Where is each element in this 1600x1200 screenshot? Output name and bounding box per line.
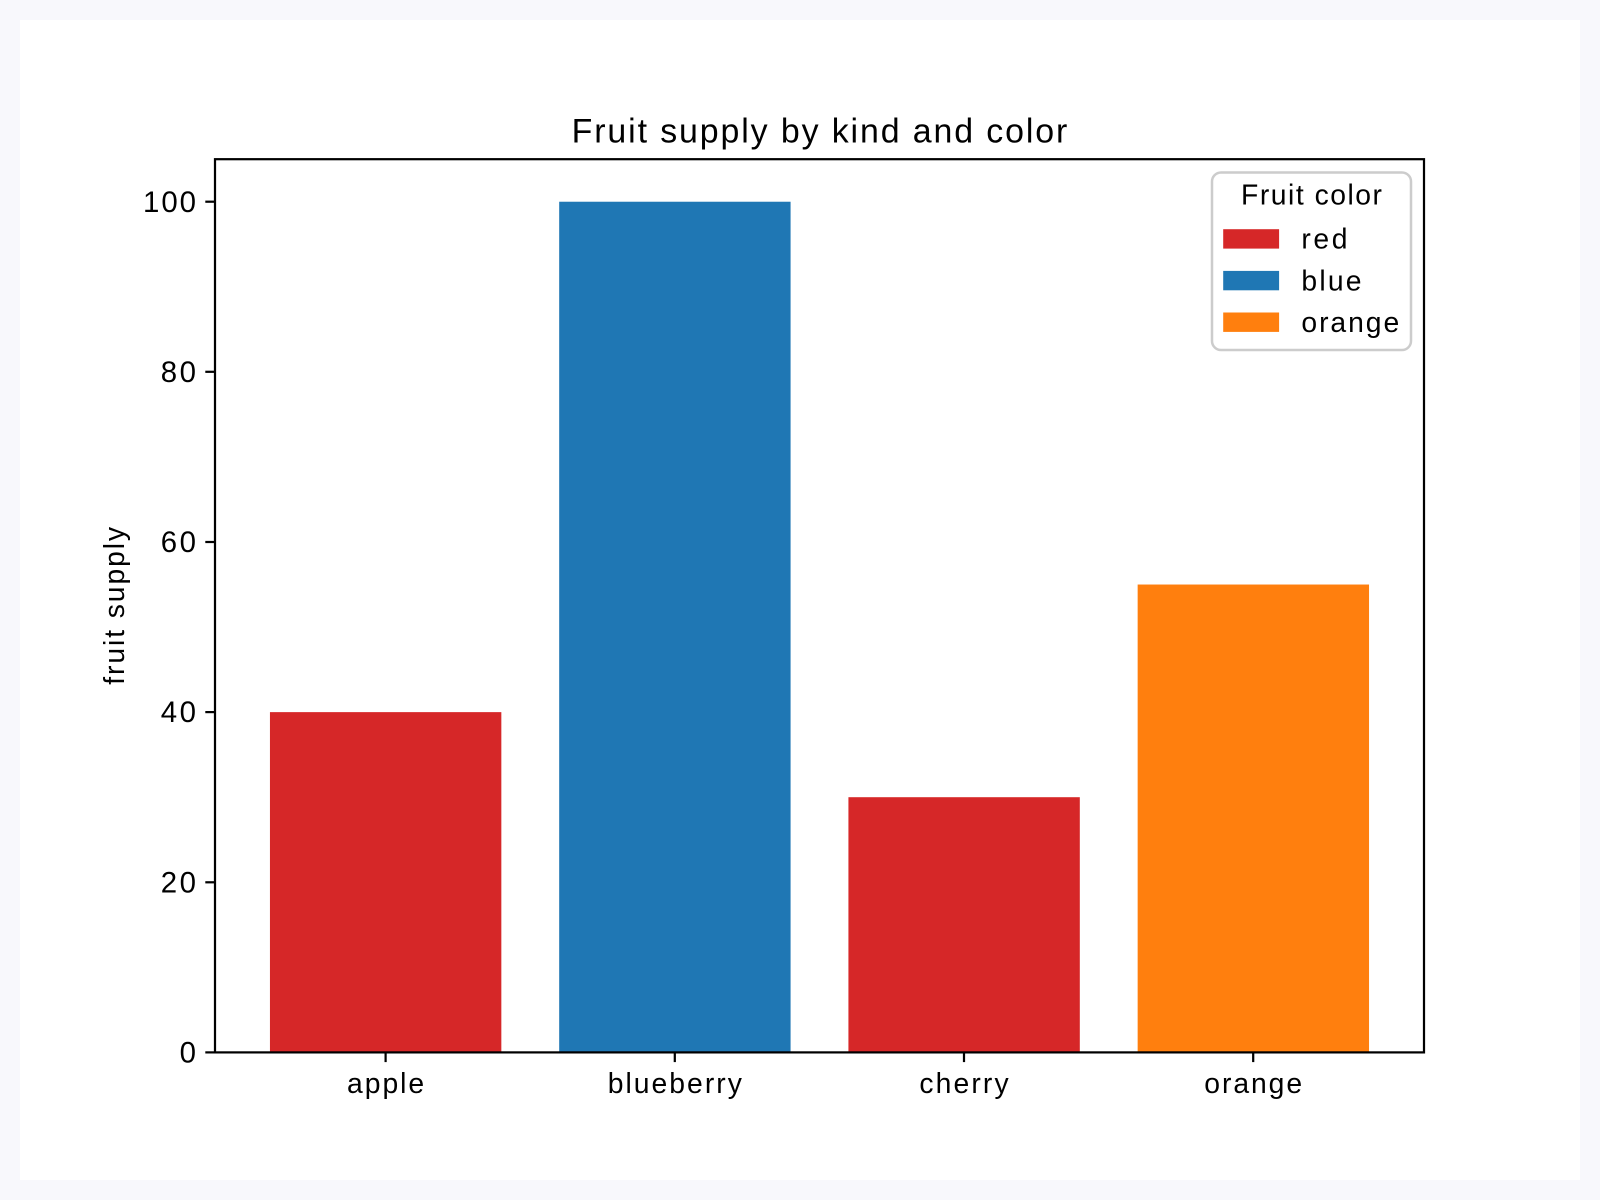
svg-text:red: red (1301, 223, 1347, 255)
svg-text:orange: orange (1204, 1067, 1302, 1099)
svg-text:Fruit color: Fruit color (1241, 179, 1382, 211)
svg-text:cherry: cherry (919, 1067, 1009, 1099)
svg-text:Fruit supply by kind and color: Fruit supply by kind and color (572, 113, 1068, 151)
svg-text:blueberry: blueberry (608, 1067, 743, 1099)
svg-text:blue: blue (1301, 264, 1361, 296)
svg-text:0: 0 (180, 1037, 196, 1070)
svg-text:fruit supply: fruit supply (98, 526, 130, 685)
svg-text:orange: orange (1301, 306, 1399, 338)
svg-text:apple: apple (347, 1067, 424, 1099)
svg-text:100: 100 (143, 186, 196, 219)
